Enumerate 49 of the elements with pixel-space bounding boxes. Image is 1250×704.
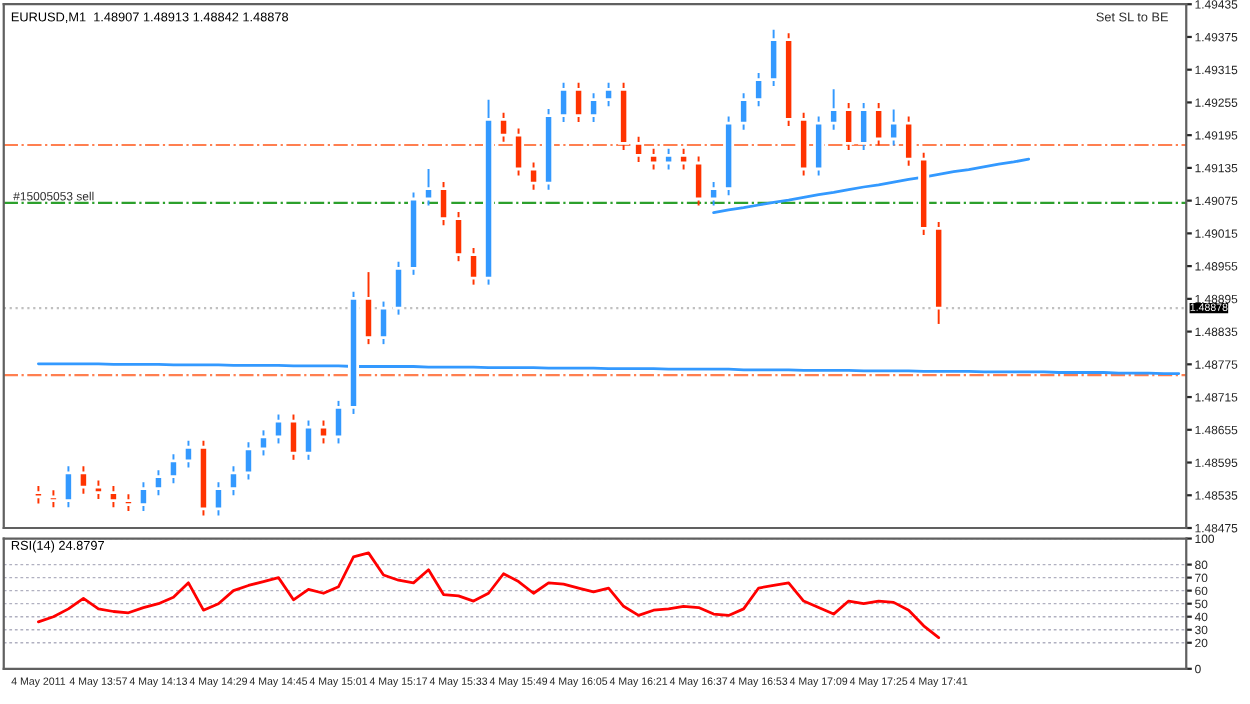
candlestick	[453, 211, 465, 263]
candlestick	[588, 92, 600, 124]
candlestick	[212, 481, 224, 517]
candlestick	[708, 181, 720, 207]
candlestick	[92, 479, 104, 501]
line-series	[712, 157, 1031, 215]
candlestick	[813, 115, 825, 177]
candlestick	[603, 81, 615, 108]
candlestick	[77, 465, 89, 495]
candlestick	[768, 28, 780, 88]
candlestick	[137, 481, 149, 513]
candlestick	[378, 300, 390, 346]
candlestick	[438, 181, 450, 227]
candlestick	[257, 429, 269, 457]
candlestick	[393, 260, 405, 316]
candlestick	[678, 147, 690, 171]
candlestick	[738, 92, 750, 131]
candlestick	[107, 485, 119, 509]
candlestick	[753, 72, 765, 108]
candlestick	[242, 441, 254, 481]
candlestick	[302, 419, 315, 461]
candlestick	[573, 81, 585, 124]
candlestick	[558, 81, 570, 124]
candlestick	[362, 271, 375, 346]
line-series	[37, 551, 941, 639]
candlestick	[182, 439, 194, 469]
candlestick	[633, 135, 645, 163]
candlestick	[888, 108, 900, 147]
candlestick	[272, 413, 284, 445]
candlestick	[317, 419, 330, 445]
candlestick	[843, 102, 855, 151]
candlestick	[528, 161, 540, 191]
candlestick	[287, 413, 299, 461]
candlestick	[663, 147, 675, 171]
candlestick	[423, 168, 435, 207]
candlestick	[227, 465, 239, 497]
candlestick	[693, 155, 705, 207]
candlestick	[648, 147, 660, 171]
candlestick	[332, 399, 345, 445]
candlestick	[152, 469, 164, 497]
candlestick	[498, 111, 510, 143]
candlestick	[468, 247, 480, 286]
candlestick	[828, 88, 840, 131]
candlestick	[858, 102, 870, 151]
candlestick	[873, 102, 885, 147]
candlestick	[62, 465, 74, 509]
candlestick	[167, 453, 179, 485]
candlestick	[513, 127, 525, 177]
candlestick	[903, 115, 915, 167]
